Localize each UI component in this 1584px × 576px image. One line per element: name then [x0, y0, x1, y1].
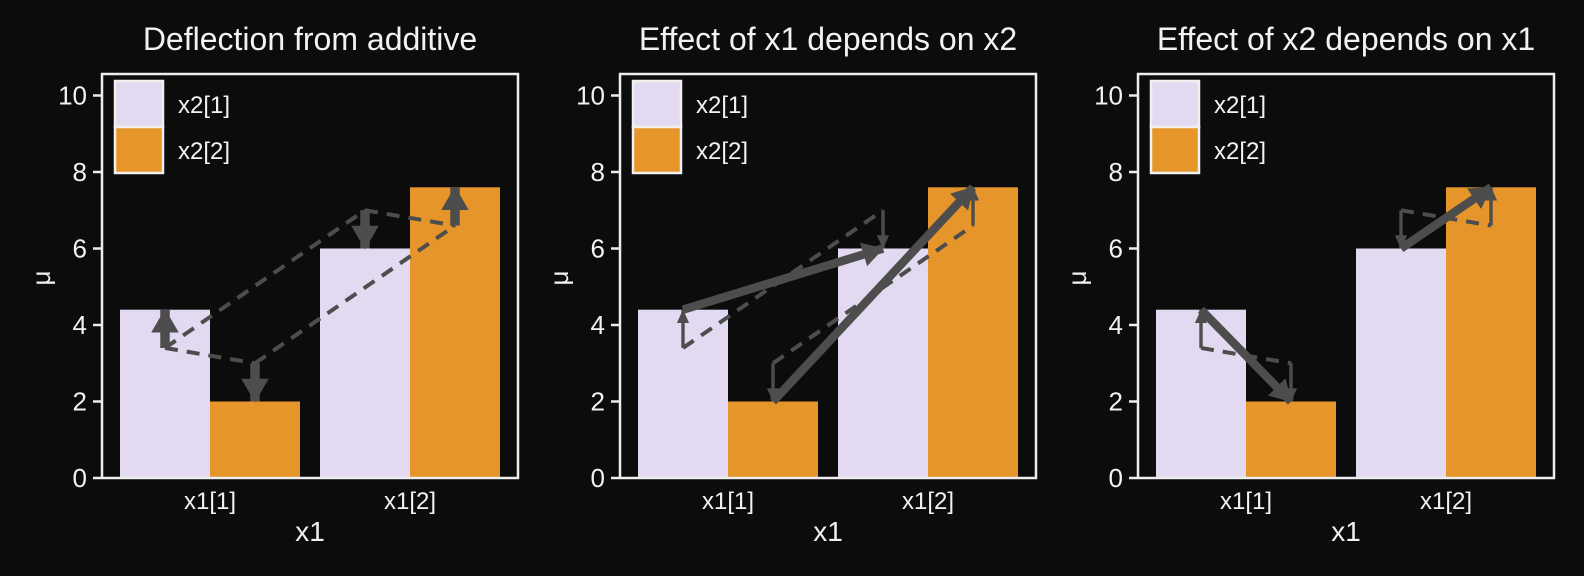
legend-swatch-x2-1: [1149, 79, 1201, 129]
panel-border: [100, 72, 520, 480]
x-category-label: x1[2]: [902, 488, 954, 515]
x-category-label: x1[1]: [184, 488, 236, 515]
bar-x1-2-x2-2: [1446, 187, 1536, 479]
y-tick-label: 4: [591, 310, 605, 340]
legend-swatch-x2-1: [113, 79, 165, 129]
additive-prediction-dashed-line: [253, 223, 457, 365]
x-category-label: x1[2]: [384, 488, 436, 515]
bar-x1-1-x2-2: [210, 401, 300, 478]
y-tick-label: 2: [591, 387, 605, 417]
y-tick-label: 6: [1109, 234, 1123, 264]
y-tick-label: 2: [73, 387, 87, 417]
additive-prediction-dashed-line: [163, 208, 367, 350]
bar-x1-2-x2-1: [320, 248, 410, 478]
y-tick-label: 4: [73, 310, 87, 340]
x-axis-label: x1: [813, 516, 843, 547]
y-tick-label: 0: [73, 463, 87, 493]
legend-label-x2-1: x2[1]: [696, 92, 748, 119]
bar-x1-2-x2-1: [1356, 248, 1446, 478]
chart-panel-3: Effect of x2 depends on x1 0 2 4 6 8 10 μ x1[1] x…: [1062, 21, 1556, 547]
panel-title: Effect of x2 depends on x1: [1157, 21, 1535, 57]
effect-line: [681, 242, 885, 314]
y-tick-label: 8: [1109, 157, 1123, 187]
legend-label-x2-1: x2[1]: [178, 92, 230, 119]
legend-label-x2-2: x2[2]: [696, 138, 748, 165]
additive-prediction-dashed-line: [164, 345, 256, 366]
chart-panel-1: Deflection from additive 0 2 4 6 8 10 μ x1[1] x1[…: [26, 21, 520, 547]
effect-line: [1197, 306, 1295, 405]
legend-swatch-x2-2: [1149, 125, 1201, 175]
effect-line: [1398, 183, 1494, 253]
y-tick-label: 10: [58, 81, 87, 111]
legend-swatch-x2-2: [631, 125, 683, 175]
legend-swatch-x2-1: [631, 79, 683, 129]
y-tick-label: 10: [1094, 81, 1123, 111]
x-axis-label: x1: [295, 516, 325, 547]
legend-label-x2-2: x2[2]: [178, 138, 230, 165]
y-tick-label: 6: [591, 234, 605, 264]
panel-border: [618, 72, 1038, 480]
y-axis-label: μ: [1062, 271, 1092, 286]
y-tick-label: 0: [1109, 463, 1123, 493]
panel-border: [1136, 72, 1556, 480]
x-axis-label: x1: [1331, 516, 1361, 547]
x-category-label: x1[1]: [1220, 488, 1272, 515]
y-axis-label: μ: [26, 271, 56, 286]
bar-x1-2-x2-2: [410, 187, 500, 479]
y-tick-label: 8: [73, 157, 87, 187]
y-axis-label: μ: [544, 271, 574, 286]
x-category-label: x1[2]: [1420, 488, 1472, 515]
bar-x1-1-x2-2: [1246, 401, 1336, 478]
chart-panel-2: Effect of x1 depends on x2 0 2 4 6 8 10 μ x1[1] x…: [544, 21, 1038, 547]
y-tick-label: 6: [73, 234, 87, 264]
y-tick-label: 8: [591, 157, 605, 187]
panel-title: Effect of x1 depends on x2: [639, 21, 1017, 57]
y-tick-label: 4: [1109, 310, 1123, 340]
effect-line: [769, 184, 977, 405]
additive-prediction-dashed-line: [364, 208, 456, 228]
y-tick-label: 10: [576, 81, 605, 111]
legend-swatch-x2-2: [113, 125, 165, 175]
bar-x1-1-x2-2: [728, 401, 818, 478]
bar-x1-2-x2-2: [928, 187, 1018, 479]
legend-label-x2-2: x2[2]: [1214, 138, 1266, 165]
x-category-label: x1[1]: [702, 488, 754, 515]
y-tick-label: 0: [591, 463, 605, 493]
legend-label-x2-1: x2[1]: [1214, 92, 1266, 119]
y-tick-label: 2: [1109, 387, 1123, 417]
panel-title: Deflection from additive: [143, 21, 477, 57]
